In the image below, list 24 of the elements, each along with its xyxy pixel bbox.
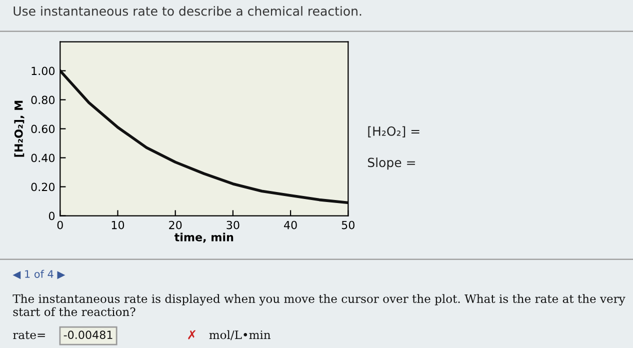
x-tick-label: 50 <box>342 220 354 230</box>
x-tick-label: 10 <box>112 220 124 230</box>
x-tick-label: 20 <box>169 220 182 230</box>
text: mol/L•min <box>209 330 271 340</box>
x-axis-title: time, min <box>174 232 234 243</box>
text: ✗ <box>188 330 196 340</box>
y-tick-label: 0.60 <box>31 124 55 134</box>
y-tick-label: 0 <box>48 212 55 220</box>
x-tick-label: 40 <box>284 220 297 230</box>
x-tick-label: 0 <box>57 220 63 230</box>
text: The instantaneous rate is displayed when you move the cursor over the plot. What is the rate at the very start of the reaction? <box>12 294 626 316</box>
chart-title: Use instantaneous rate to describe a chemical reaction. <box>14 6 362 16</box>
y-tick-label: 1.00 <box>32 66 55 76</box>
y-tick-label: 0.20 <box>31 182 55 192</box>
y-tick-label: 0.40 <box>31 154 55 162</box>
text: rate= <box>13 331 45 340</box>
text: Slope = <box>368 158 415 170</box>
y-axis-title: [H₂O₂], M <box>14 100 24 157</box>
line-series <box>60 69 348 204</box>
x-tick-label: 30 <box>226 220 240 230</box>
text: ◀ 1 of 4 ▶ <box>12 270 66 280</box>
y-tick-label: 0.80 <box>31 96 55 104</box>
text: -0.00481 <box>64 330 112 340</box>
text: [H₂O₂] = <box>368 126 420 138</box>
